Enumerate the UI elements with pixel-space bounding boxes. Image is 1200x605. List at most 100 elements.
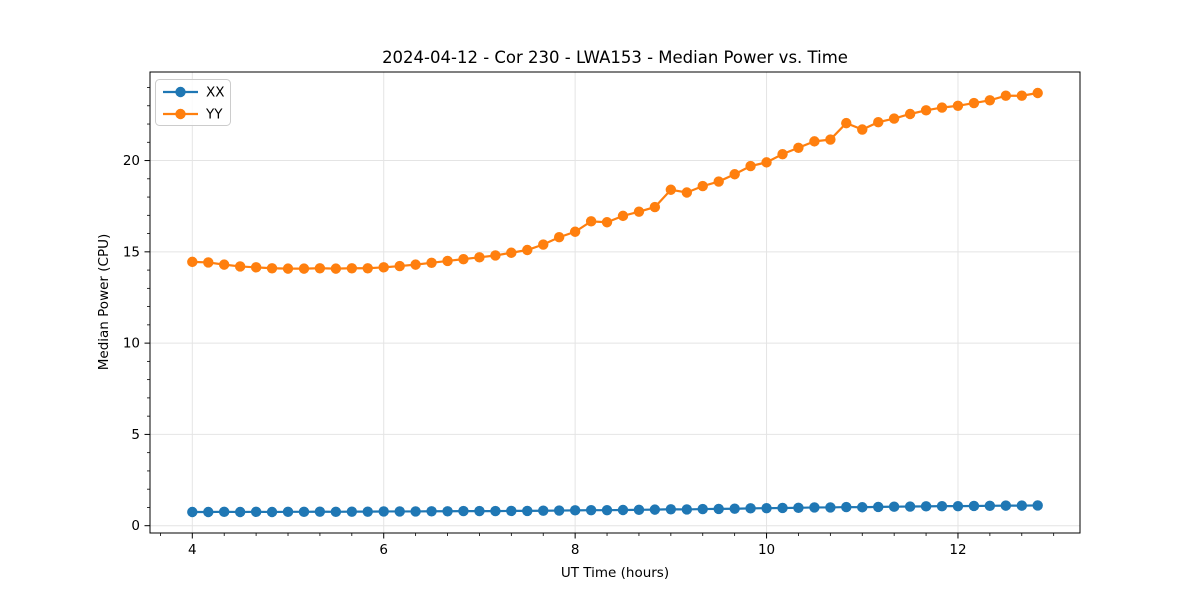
series-YY-marker bbox=[298, 263, 310, 274]
series-YY-marker bbox=[506, 247, 517, 258]
series-YY-marker bbox=[713, 176, 724, 187]
series-YY-marker bbox=[857, 124, 868, 135]
series-YY-marker bbox=[522, 244, 533, 256]
series-YY bbox=[187, 87, 1043, 274]
series-XX-marker bbox=[538, 505, 549, 516]
series-XX-marker bbox=[1000, 500, 1012, 511]
y-tick-label: 10 bbox=[123, 336, 140, 352]
series-XX-marker bbox=[458, 505, 469, 517]
series-YY-marker bbox=[569, 226, 581, 237]
series-XX-marker bbox=[330, 506, 342, 518]
series-YY-marker bbox=[793, 142, 804, 153]
y-axis-label: Median Power (CPU) bbox=[96, 234, 112, 370]
series-YY-marker bbox=[410, 259, 421, 270]
legend: XX YY bbox=[155, 79, 231, 126]
series-YY-marker bbox=[585, 216, 597, 227]
series-XX-marker bbox=[218, 506, 230, 518]
series-XX-marker bbox=[585, 504, 597, 516]
series-YY-marker bbox=[203, 257, 214, 268]
series-YY-marker bbox=[346, 263, 358, 274]
series-XX-marker bbox=[665, 504, 677, 515]
series-YY-marker bbox=[745, 160, 756, 172]
series-YY-marker bbox=[1016, 90, 1028, 101]
series-YY-marker bbox=[1000, 90, 1012, 101]
series-XX-marker bbox=[442, 506, 453, 517]
series-YY-marker bbox=[873, 117, 884, 128]
series-XX-marker bbox=[761, 502, 772, 514]
series-YY-marker bbox=[761, 157, 772, 168]
series-YY-marker bbox=[490, 250, 501, 261]
series-XX-marker bbox=[777, 502, 788, 514]
series-YY-marker bbox=[825, 134, 836, 145]
series-YY-marker bbox=[394, 260, 405, 272]
series-XX-marker bbox=[282, 506, 294, 518]
legend-item-YY: YY bbox=[163, 107, 223, 123]
series-XX-marker bbox=[410, 506, 421, 517]
legend-label: XX bbox=[206, 85, 225, 101]
series-XX-marker bbox=[474, 505, 485, 517]
series-XX-marker bbox=[601, 504, 613, 516]
series-XX-marker bbox=[968, 500, 980, 512]
legend-marker-sample bbox=[175, 86, 186, 98]
series-YY-marker bbox=[888, 113, 900, 124]
series-XX-marker bbox=[346, 506, 358, 517]
series-XX-marker bbox=[888, 501, 900, 512]
series-XX-marker bbox=[298, 506, 310, 518]
series-XX-marker bbox=[713, 503, 724, 515]
series-XX-marker bbox=[234, 506, 246, 518]
series-XX-marker bbox=[617, 504, 629, 516]
series-XX-marker bbox=[187, 506, 198, 518]
x-tick-label: 6 bbox=[379, 542, 388, 558]
series-YY-marker bbox=[474, 252, 485, 263]
series-YY-marker bbox=[633, 206, 645, 217]
y-tick-label: 0 bbox=[131, 518, 140, 534]
series-YY-marker bbox=[809, 136, 820, 147]
series-YY-marker bbox=[553, 232, 565, 243]
series-XX-marker bbox=[745, 503, 756, 514]
series-YY-marker bbox=[218, 259, 230, 270]
series-XX-marker bbox=[857, 502, 868, 513]
series-YY-marker bbox=[952, 100, 964, 111]
series-XX-marker bbox=[426, 506, 437, 517]
series-XX-marker bbox=[825, 502, 836, 513]
series-XX-marker bbox=[490, 505, 501, 517]
series-YY-marker bbox=[601, 217, 613, 228]
series-XX-marker bbox=[841, 501, 852, 513]
series-YY-marker bbox=[250, 262, 262, 273]
series-XX-marker bbox=[984, 500, 996, 511]
series-YY-marker bbox=[617, 210, 629, 222]
x-tick-label: 8 bbox=[571, 542, 580, 558]
series-XX-marker bbox=[553, 505, 565, 516]
series-XX-marker bbox=[203, 506, 214, 518]
series-YY-marker bbox=[697, 180, 708, 192]
legend-marker-sample bbox=[175, 108, 186, 120]
series-YY-marker bbox=[458, 253, 469, 265]
series-XX-marker bbox=[697, 503, 708, 515]
series-XX-marker bbox=[633, 504, 645, 516]
series-XX-marker bbox=[569, 505, 581, 516]
series-XX-marker bbox=[809, 502, 820, 513]
chart-title: 2024-04-12 - Cor 230 - LWA153 - Median P… bbox=[382, 48, 848, 67]
series-XX-marker bbox=[904, 501, 916, 512]
series-YY-marker bbox=[920, 105, 932, 116]
y-tick-label: 5 bbox=[131, 427, 140, 443]
series-YY-marker bbox=[282, 263, 294, 274]
series-YY-marker bbox=[968, 97, 980, 109]
series-YY-marker bbox=[841, 117, 852, 129]
series-XX-marker bbox=[378, 506, 389, 517]
series-XX-marker bbox=[952, 500, 964, 512]
series-YY-marker bbox=[426, 257, 437, 268]
y-tick-label: 15 bbox=[123, 244, 140, 260]
series-XX-marker bbox=[1032, 500, 1043, 511]
legend-label: YY bbox=[205, 107, 223, 123]
gridlines bbox=[150, 72, 1080, 533]
series-YY-marker bbox=[1032, 87, 1043, 99]
series-YY-line bbox=[192, 91, 1038, 270]
legend-item-XX: XX bbox=[163, 85, 225, 101]
series-XX-marker bbox=[266, 506, 278, 518]
y-tick-label: 20 bbox=[123, 153, 140, 169]
series-YY-marker bbox=[665, 184, 677, 195]
series-YY-marker bbox=[266, 263, 278, 274]
